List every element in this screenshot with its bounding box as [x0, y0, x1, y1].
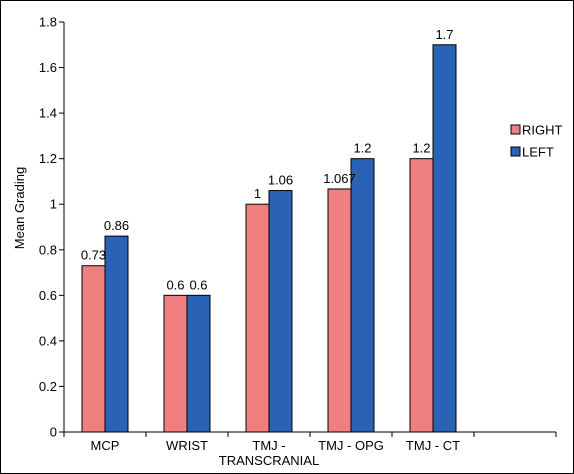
- x-tick-label: MCP: [91, 438, 120, 453]
- bar-left: [432, 44, 457, 433]
- data-label-left: 0.6: [189, 277, 207, 292]
- y-axis-title: Mean Grading: [12, 167, 27, 249]
- y-tick-label: 1.2: [39, 151, 57, 166]
- y-tick-label: 1: [50, 197, 57, 212]
- y-tick-label: 0.6: [39, 288, 57, 303]
- x-tick-label: TMJ -TRANSCRANIAL: [219, 438, 319, 468]
- bar-right: [81, 265, 106, 433]
- x-tick-label: WRIST: [166, 438, 208, 453]
- legend-swatch-right: [510, 124, 521, 135]
- bars: [81, 44, 457, 433]
- y-tick-label: 0.4: [39, 333, 57, 348]
- y-tick-label: 1.6: [39, 60, 57, 75]
- y-tick-label: 0.2: [39, 379, 57, 394]
- y-tick-label: 1.4: [39, 106, 57, 121]
- data-label-right: 0.73: [81, 248, 106, 263]
- bar-left: [268, 190, 293, 433]
- legend-swatch-left: [510, 146, 521, 157]
- data-label-left: 1.7: [435, 27, 453, 42]
- bar-right: [163, 294, 188, 433]
- legend-label-right: RIGHT: [522, 123, 563, 138]
- y-axis-title-group: Mean Grading: [12, 167, 27, 249]
- data-label-right: 0.6: [166, 277, 184, 292]
- data-label-right: 1.067: [323, 171, 356, 186]
- bar-left: [186, 294, 211, 433]
- data-label-right: 1.2: [412, 141, 430, 156]
- labels: 0.73 0.86 MCP 0.6 0.6 WRIST 1 1.06 TMJ -TRANSCRA…: [81, 27, 460, 468]
- data-label-left: 0.86: [104, 218, 129, 233]
- bar-left: [104, 235, 129, 433]
- axes: 0 0.2 0.4 0.6 0.8 1 1.2 1.4 1.6 1.8: [39, 15, 557, 440]
- y-tick-label: 1.8: [39, 15, 57, 30]
- legend: RIGHT LEFT: [510, 123, 563, 160]
- data-label-left: 1.2: [353, 141, 371, 156]
- y-tick-label: 0: [50, 425, 57, 440]
- data-label-right: 1: [254, 186, 261, 201]
- bar-right: [409, 158, 434, 433]
- bar-left: [350, 158, 375, 433]
- legend-label-left: LEFT: [522, 145, 554, 160]
- x-tick-label: TMJ - CT: [406, 438, 460, 453]
- data-label-left: 1.06: [268, 173, 293, 188]
- bar-right: [327, 188, 352, 433]
- y-tick-label: 0.8: [39, 242, 57, 257]
- bar-right: [245, 203, 270, 433]
- x-tick-label: TMJ - OPG: [318, 438, 384, 453]
